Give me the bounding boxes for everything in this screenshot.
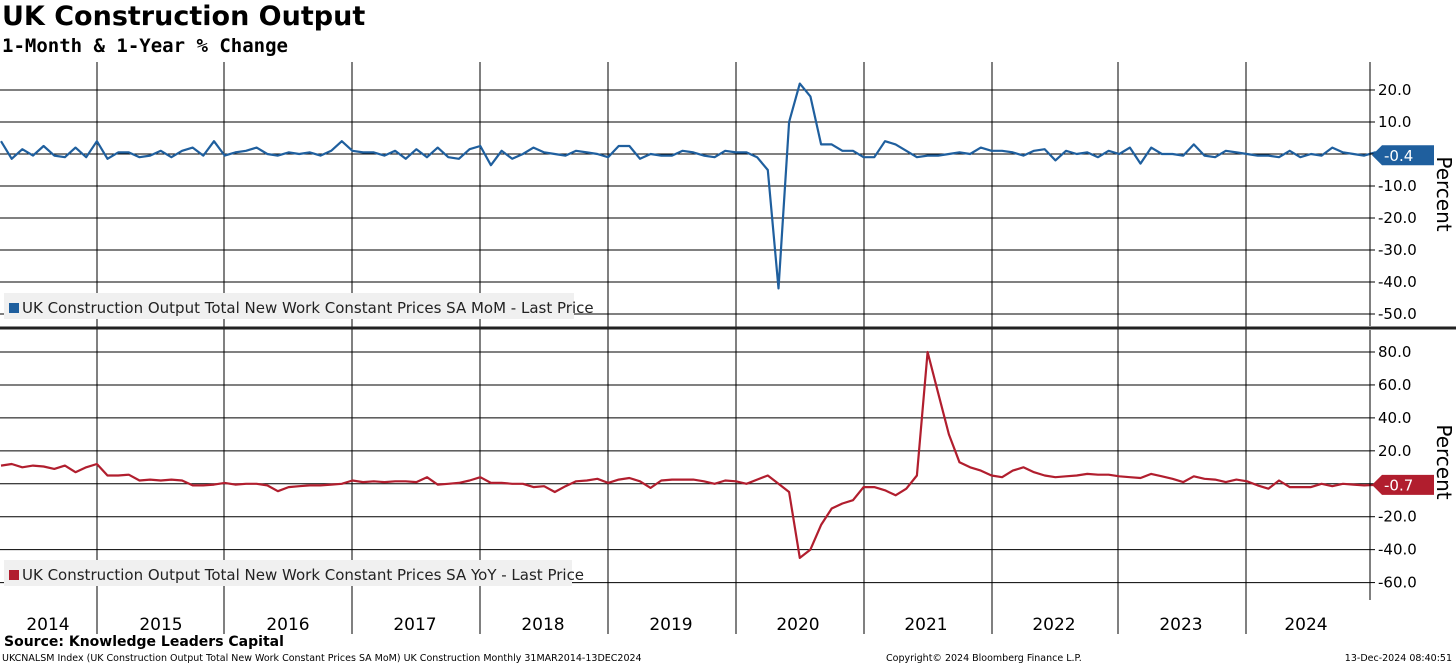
y-tick-label-p2-5: -20.0 [1378, 508, 1417, 526]
series-layer [0, 82, 1397, 560]
y-tick-label-p2-6: -40.0 [1378, 541, 1417, 559]
y-tick-label-p1-0: 20.0 [1378, 81, 1411, 99]
x-tick-label-2018: 2018 [521, 615, 564, 635]
y-axis-label-p1: Percent [1432, 156, 1456, 231]
chart-subtitle: 1-Month & 1-Year % Change [2, 35, 288, 57]
legend-swatch-p1 [9, 303, 19, 313]
y-tick-label-p1-7: -50.0 [1378, 305, 1417, 323]
legend-box-p1 [4, 293, 574, 319]
y-axis-label-p2: Percent [1432, 424, 1456, 499]
x-tick-label-2014: 2014 [26, 615, 69, 635]
x-tick-label-2017: 2017 [393, 615, 436, 635]
series-line-p2 [0, 350, 1375, 560]
last-value-label-p1: -0.4 [1384, 147, 1413, 165]
y-tick-label-p1-3: -10.0 [1378, 177, 1417, 195]
y-tick-label-p2-7: -60.0 [1378, 574, 1417, 592]
chart-title: UK Construction Output [2, 1, 366, 32]
y-tick-label-p2-0: 80.0 [1378, 343, 1411, 361]
x-tick-label-2019: 2019 [649, 615, 692, 635]
label-layer: 20.010.00.0-10.0-20.0-30.0-40.0-50.0Perc… [4, 81, 1456, 635]
footer-timestamp: 13-Dec-2024 08:40:51 [1344, 653, 1452, 664]
x-tick-label-2021: 2021 [904, 615, 947, 635]
legend-label-p1: UK Construction Output Total New Work Co… [22, 299, 594, 317]
legend-box-p2 [4, 560, 572, 586]
x-tick-label-2016: 2016 [266, 615, 309, 635]
y-tick-label-p1-1: 10.0 [1378, 113, 1411, 131]
x-tick-label-2015: 2015 [139, 615, 182, 635]
y-tick-label-p2-3: 20.0 [1378, 442, 1411, 460]
last-value-badge-p1 [1372, 145, 1434, 166]
grid-layer [0, 62, 1370, 634]
y-tick-label-p2-1: 60.0 [1378, 376, 1411, 394]
last-value-badge-p2 [1372, 474, 1434, 495]
y-tick-label-p1-5: -30.0 [1378, 241, 1417, 259]
x-tick-label-2023: 2023 [1159, 615, 1202, 635]
source-note: Source: Knowledge Leaders Capital [4, 634, 284, 650]
last-value-label-p2: -0.7 [1384, 476, 1413, 494]
axis-layer [0, 62, 1456, 600]
x-tick-label-2024: 2024 [1284, 615, 1327, 635]
y-tick-label-p2-2: 40.0 [1378, 409, 1411, 427]
legend-swatch-p2 [9, 570, 19, 580]
y-tick-label-p1-6: -40.0 [1378, 273, 1417, 291]
x-tick-label-2022: 2022 [1032, 615, 1075, 635]
y-tick-label-p1-4: -20.0 [1378, 209, 1417, 227]
x-tick-label-2020: 2020 [776, 615, 819, 635]
legend-label-p2: UK Construction Output Total New Work Co… [22, 566, 584, 584]
series-line-p1 [0, 82, 1397, 290]
footer-copyright: Copyright© 2024 Bloomberg Finance L.P. [886, 653, 1082, 664]
footer-series-info: UKCNALSM Index (UK Construction Output T… [2, 653, 642, 664]
